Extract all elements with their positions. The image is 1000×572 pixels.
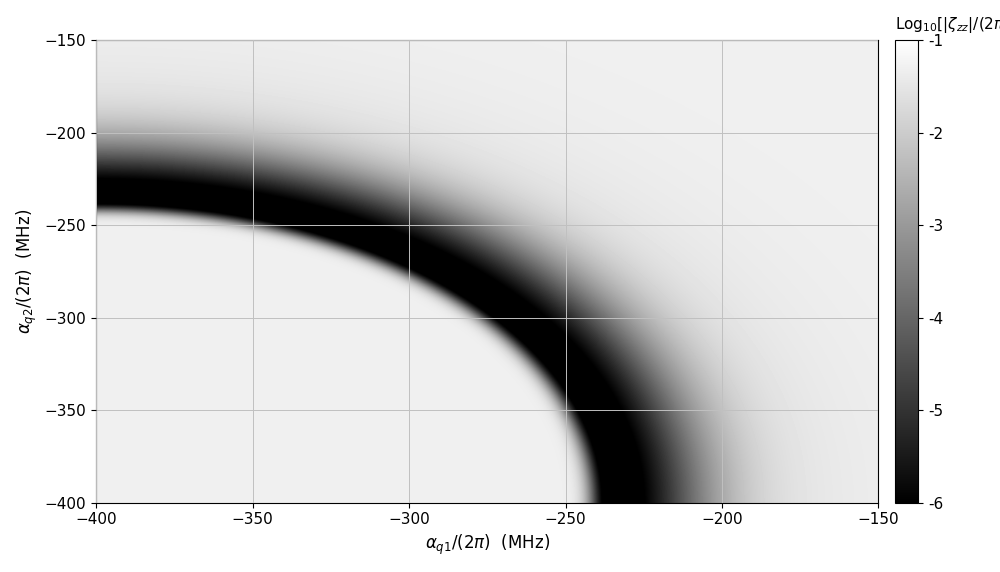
Y-axis label: $\alpha_{q2}/(2\pi)$  (MHz): $\alpha_{q2}/(2\pi)$ (MHz) (15, 209, 39, 334)
Text: $\mathrm{Log}_{10}\left[|\zeta_{zz}|/(2\pi)\right]$  (MHz): $\mathrm{Log}_{10}\left[|\zeta_{zz}|/(2\… (895, 15, 1000, 35)
X-axis label: $\alpha_{q1}/(2\pi)$  (MHz): $\alpha_{q1}/(2\pi)$ (MHz) (425, 533, 550, 557)
